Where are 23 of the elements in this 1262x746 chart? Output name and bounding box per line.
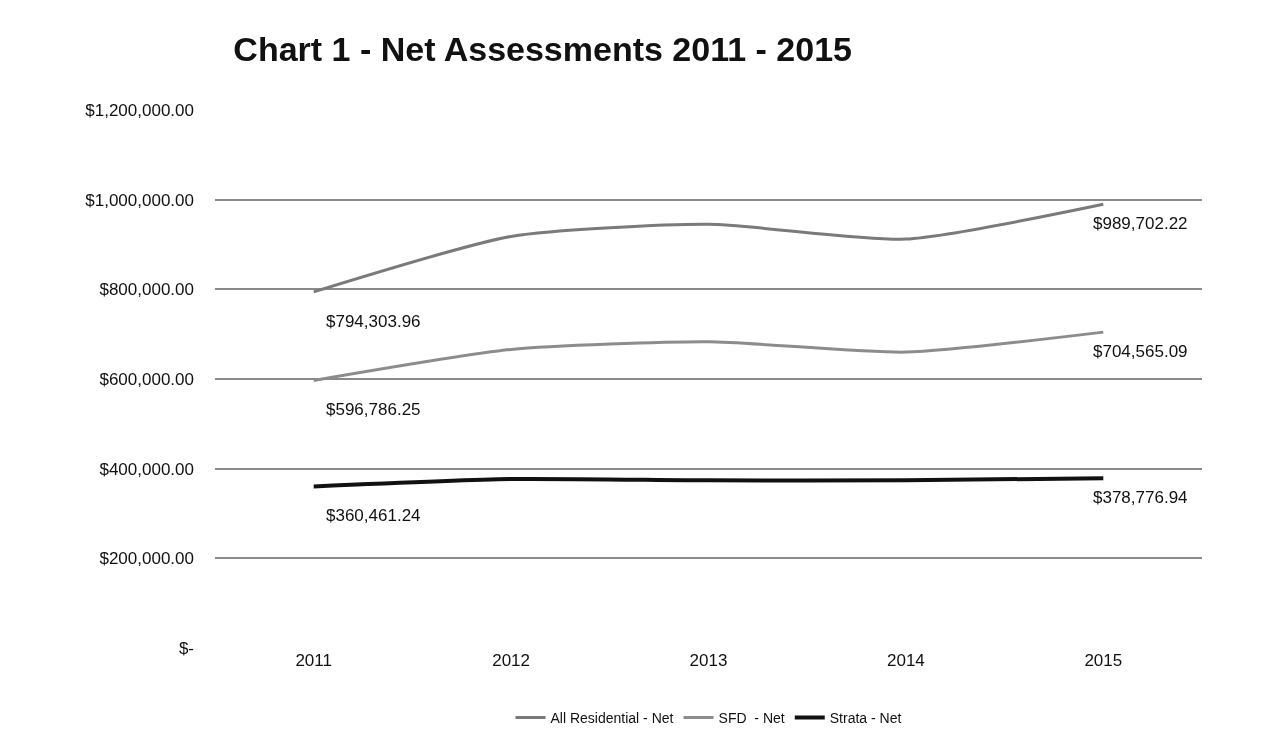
- legend-label: Strata - Net: [829, 709, 902, 726]
- y-tick-label: $1,200,000.00: [85, 100, 194, 120]
- line-series: [311, 476, 1106, 489]
- data-label: $794,303.96: [326, 312, 421, 331]
- data-label: $596,786.25: [326, 400, 421, 419]
- y-tick-label: $200,000.00: [99, 549, 194, 569]
- x-tick-label: 2015: [1084, 651, 1123, 670]
- data-label: $378,776.94: [1093, 488, 1188, 507]
- x-tick-label: 2012: [492, 651, 531, 670]
- data-label: $704,565.09: [1093, 342, 1188, 361]
- data-label: $360,461.24: [326, 506, 421, 525]
- y-tick-label: $600,000.00: [99, 369, 194, 389]
- x-tick-label: 2011: [295, 651, 332, 670]
- legend-label: All Residential - Net: [550, 709, 674, 726]
- chart-title: Chart 1 - Net Assessments 2011 - 2015: [233, 30, 852, 69]
- x-tick-label: 2013: [689, 651, 728, 670]
- data-label: $989,702.22: [1093, 214, 1188, 233]
- y-tick-label: $400,000.00: [99, 459, 194, 479]
- x-tick-label: 2014: [886, 651, 925, 670]
- y-tick-label: $1,000,000.00: [85, 190, 194, 210]
- y-tick-label: $800,000.00: [99, 280, 194, 300]
- y-tick-label: $-: [178, 638, 194, 658]
- legend-label: SFD - Net: [718, 709, 785, 726]
